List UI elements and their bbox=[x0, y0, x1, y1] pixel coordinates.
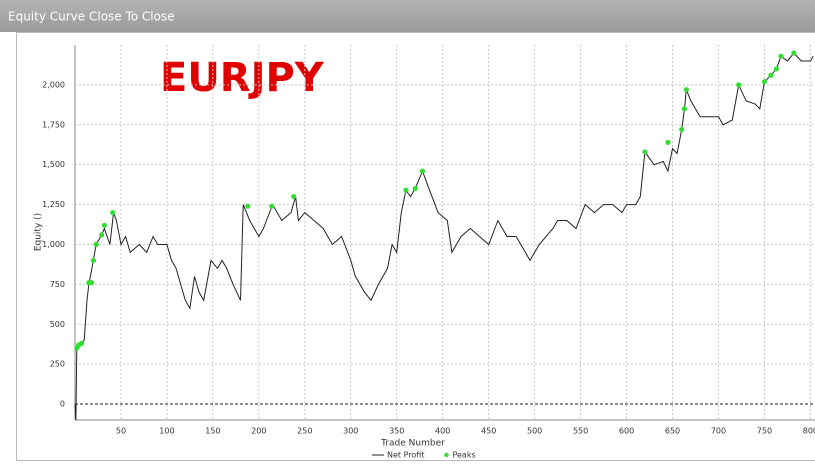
peak-point bbox=[90, 257, 96, 264]
peak-point bbox=[665, 139, 671, 145]
panel-frame bbox=[16, 32, 815, 461]
peak-point bbox=[269, 203, 275, 209]
y-tick-label: 250 bbox=[50, 360, 65, 369]
peak-point bbox=[768, 72, 774, 78]
y-tick-label: 1,250 bbox=[42, 200, 65, 209]
y-tick-label: 500 bbox=[50, 320, 65, 329]
peak-point bbox=[78, 340, 85, 347]
peak-point bbox=[99, 232, 105, 238]
peak-point bbox=[642, 149, 648, 155]
x-tick-label: 400 bbox=[435, 427, 450, 436]
peak-point bbox=[773, 66, 779, 72]
chart-title: Equity Curve Close To Close bbox=[8, 10, 175, 24]
peak-point bbox=[679, 126, 685, 133]
peak-point bbox=[419, 168, 426, 174]
x-tick-label: 700 bbox=[711, 427, 726, 436]
peak-point bbox=[778, 53, 784, 59]
peak-point bbox=[291, 193, 297, 200]
x-tick-label: 450 bbox=[481, 427, 496, 436]
peak-point bbox=[88, 280, 95, 286]
peak-point bbox=[761, 79, 768, 85]
y-axis-label: Equity () bbox=[34, 213, 44, 251]
legend-label: Net Profit bbox=[387, 451, 424, 460]
y-tick-label: 2,000 bbox=[42, 80, 65, 89]
peak-point bbox=[110, 209, 116, 216]
peak-point bbox=[93, 241, 99, 248]
x-tick-label: 600 bbox=[619, 427, 634, 436]
x-tick-label: 750 bbox=[757, 427, 772, 436]
peak-point bbox=[683, 87, 689, 93]
y-tick-label: 0 bbox=[60, 400, 65, 409]
title-bar bbox=[0, 0, 815, 32]
x-tick-label: 550 bbox=[573, 427, 588, 436]
x-tick-label: 50 bbox=[116, 427, 126, 436]
peak-point bbox=[791, 50, 797, 56]
legend-marker bbox=[444, 452, 449, 458]
x-tick-label: 100 bbox=[159, 427, 174, 436]
peak-point bbox=[412, 186, 418, 192]
x-tick-label: 650 bbox=[665, 427, 680, 436]
x-tick-label: 150 bbox=[205, 427, 220, 436]
y-tick-label: 750 bbox=[50, 280, 65, 289]
x-axis-label: Trade Number bbox=[380, 439, 445, 449]
peak-point bbox=[245, 203, 251, 209]
y-tick-label: 1,500 bbox=[42, 160, 65, 169]
x-tick-label: 500 bbox=[527, 427, 542, 436]
equity-line bbox=[74, 52, 814, 421]
y-tick-label: 1,000 bbox=[42, 240, 65, 249]
peak-point bbox=[403, 187, 409, 193]
annotation: EURJPY bbox=[160, 55, 325, 101]
peak-point bbox=[101, 222, 108, 228]
peak-point bbox=[736, 82, 742, 88]
x-tick-label: 250 bbox=[297, 427, 312, 436]
x-tick-label: 200 bbox=[251, 427, 266, 436]
x-tick-label: 300 bbox=[343, 427, 358, 436]
x-tick-label: 800 bbox=[803, 427, 815, 436]
legend-label: Peaks bbox=[452, 451, 475, 460]
y-tick-label: 1,750 bbox=[42, 120, 65, 129]
peak-point bbox=[681, 106, 688, 112]
x-tick-label: 350 bbox=[389, 427, 404, 436]
